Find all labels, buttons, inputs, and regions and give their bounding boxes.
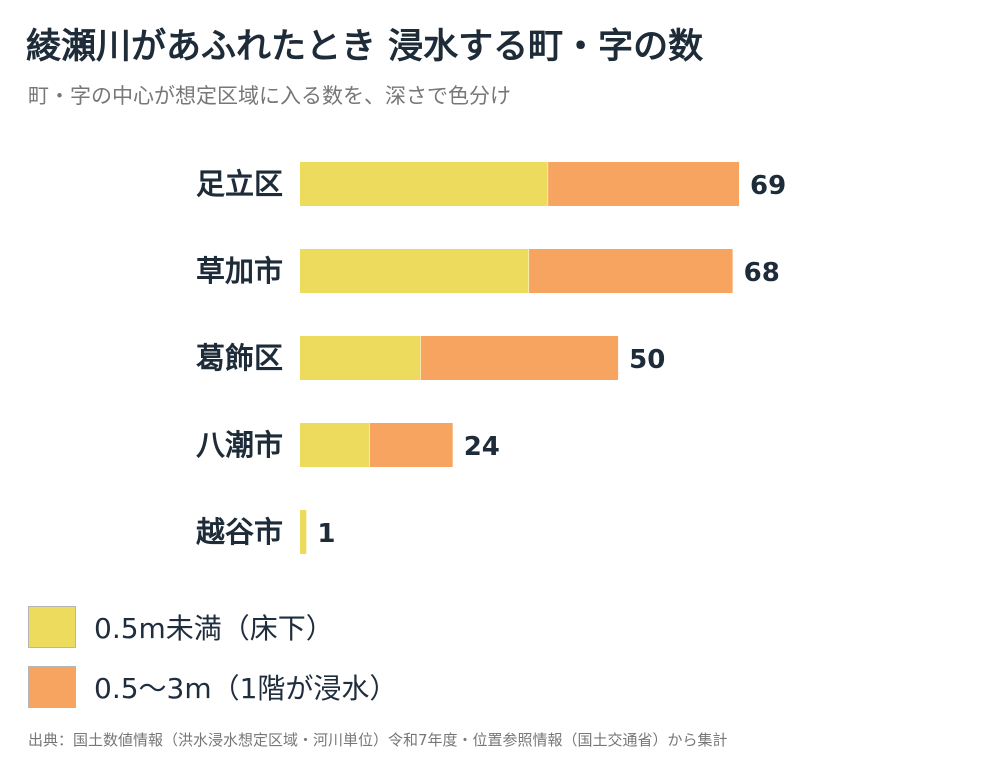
chart-subtitle: 町・字の中心が想定区域に入る数を、深さで色分け — [28, 84, 511, 108]
category-label: 越谷市 — [196, 515, 283, 549]
bar-deep — [420, 336, 619, 380]
bar-shallow — [300, 423, 370, 467]
total-label: 68 — [744, 258, 780, 288]
bar-deep — [369, 423, 453, 467]
total-label: 69 — [750, 171, 786, 201]
legend-swatch-shallow — [28, 606, 76, 648]
bar-shallow — [300, 510, 307, 554]
bar-chart: 足立区 69 草加市 68 葛飾区 50 八潮市 24 越谷市 1 — [196, 162, 786, 554]
legend-swatch-deep — [28, 666, 76, 708]
bar-shallow — [300, 249, 530, 293]
category-label: 八潮市 — [196, 428, 283, 462]
legend-label-deep: 0.5〜3m（1階が浸水） — [94, 672, 398, 705]
bar-deep — [529, 249, 733, 293]
total-label: 24 — [464, 432, 500, 462]
bar-shallow — [300, 336, 421, 380]
legend-item-shallow: 0.5m未満（床下） — [28, 604, 397, 650]
legend-item-deep: 0.5〜3m（1階が浸水） — [28, 664, 397, 710]
source-note: 出典：国土数値情報（洪水浸水想定区域・河川単位）令和7年度・位置参照情報（国土交… — [28, 731, 728, 749]
category-label: 葛飾区 — [196, 341, 283, 375]
chart-title: 綾瀬川があふれたとき 浸水する町・字の数 — [26, 27, 704, 67]
bar-deep — [548, 162, 739, 206]
total-label: 1 — [317, 519, 335, 549]
category-label: 足立区 — [196, 167, 283, 201]
total-label: 50 — [629, 345, 665, 375]
category-label: 草加市 — [196, 254, 283, 288]
legend: 0.5m未満（床下） 0.5〜3m（1階が浸水） — [28, 604, 397, 724]
legend-label-shallow: 0.5m未満（床下） — [94, 612, 334, 645]
bar-shallow — [300, 162, 549, 206]
